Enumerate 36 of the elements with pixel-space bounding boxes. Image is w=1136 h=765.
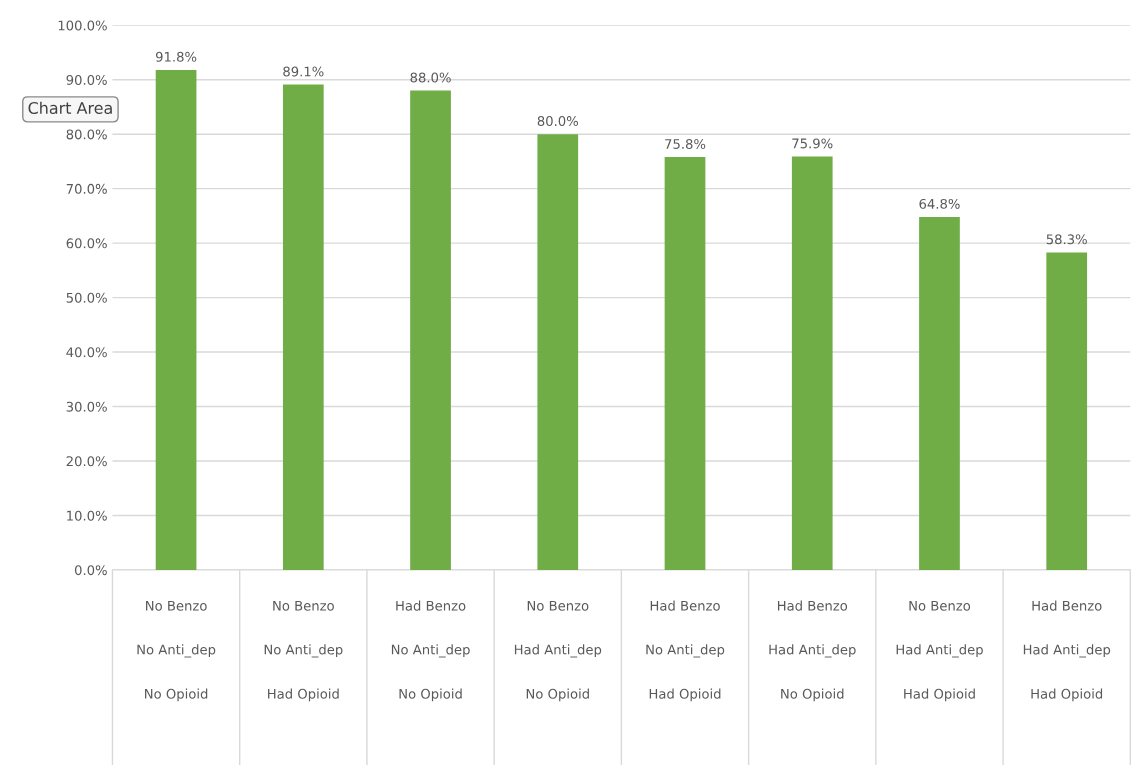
bar	[537, 134, 579, 570]
y-tick-label: 0.0%	[74, 565, 107, 576]
category-label: No Benzo Had Anti_dep Had Opioid	[896, 600, 983, 702]
data-label: 89.1%	[283, 66, 324, 77]
data-label: 75.8%	[665, 138, 706, 149]
bar	[155, 69, 197, 570]
category-label: No Benzo Had Anti_dep No Opioid	[514, 600, 602, 702]
data-label: 80.0%	[537, 116, 579, 127]
bar	[1046, 252, 1088, 570]
category-label: No Benzo No Anti_dep Had Opioid	[264, 600, 343, 702]
bar	[791, 156, 833, 570]
y-tick-label: 100.0%	[58, 20, 107, 31]
bar	[664, 157, 706, 570]
category-label: Had Benzo Had Anti_dep No Opioid	[769, 600, 856, 702]
y-tick-label: 90.0%	[66, 74, 107, 85]
data-label: 91.8%	[155, 51, 197, 62]
y-tick-label: 30.0%	[66, 401, 107, 412]
y-tick-label: 80.0%	[66, 129, 107, 140]
category-label: Had Benzo No Anti_dep No Opioid	[391, 600, 470, 702]
text: Chart Area	[28, 101, 112, 115]
data-label: 75.9%	[792, 138, 833, 149]
category-label: Had Benzo No Anti_dep Had Opioid	[646, 600, 725, 702]
y-tick-label: 50.0%	[66, 292, 107, 303]
category-label: Had Benzo Had Anti_dep Had Opioid	[1023, 600, 1111, 702]
y-tick-label: 40.0%	[66, 347, 107, 358]
y-tick-label: 60.0%	[66, 238, 107, 249]
bar	[919, 216, 960, 570]
y-tick-label: 10.0%	[67, 510, 107, 521]
y-tick-label: 20.0%	[66, 456, 107, 467]
y-tick-label: 70.0%	[66, 183, 107, 194]
data-label: 58.3%	[1046, 234, 1087, 245]
data-label: 88.0%	[410, 72, 451, 83]
bar	[410, 90, 451, 570]
data-label: 64.8%	[919, 198, 960, 209]
category-label: No Benzo No Anti_dep No Opioid	[137, 600, 216, 702]
bar	[282, 84, 324, 570]
